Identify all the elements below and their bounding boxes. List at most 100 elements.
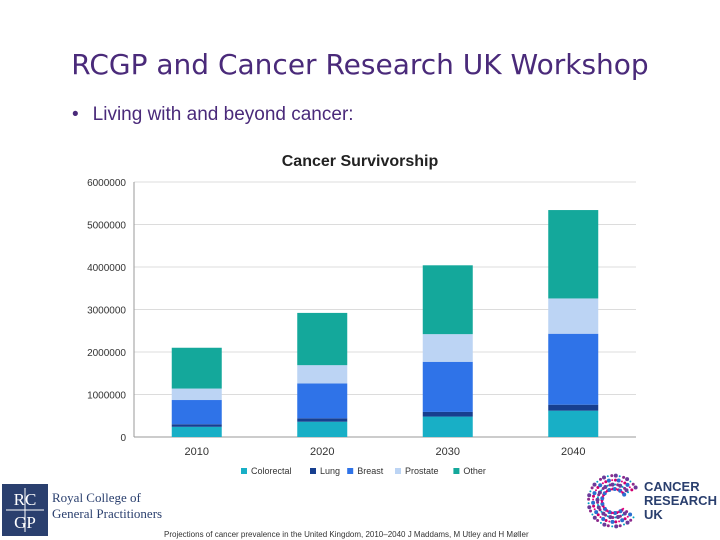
cruk-dot [592,498,595,501]
cruk-dot [599,516,602,519]
cruk-dot [606,478,611,483]
cruk-dot [623,481,627,485]
y-tick-label: 5000000 [87,221,126,232]
cruk-dot [604,519,608,522]
y-tick-label: 2000000 [87,348,126,359]
bar-segment [422,361,473,412]
rcgp-name-line2: General Practitioners [52,506,163,521]
bar-segment [422,411,473,417]
bar-segment [297,418,348,422]
chart-title: Cancer Survivorship [282,153,439,170]
cruk-dot [602,522,607,527]
bar-segment [297,365,348,384]
cruk-dot [628,486,631,489]
cruk-dot [614,516,617,519]
cruk-dot [618,524,622,528]
bar-segment [171,347,222,389]
y-tick-label: 1000000 [87,391,126,402]
legend-label: Lung [320,466,340,476]
cruk-line1: CANCER [644,479,700,494]
cruk-dot [587,502,590,505]
cruk-dot [618,520,621,523]
cruk-dot [611,525,614,528]
legend-label: Colorectal [251,466,292,476]
y-tick-label: 4000000 [87,263,126,274]
cruk-dot [595,497,600,502]
cruk-dot [632,516,635,519]
cruk-dot [621,514,624,516]
x-tick-label: 2030 [436,446,460,458]
cruk-dot [600,501,605,506]
cruk-dot [598,483,603,488]
bar-segment [171,424,222,427]
cruk-line3: UK [644,507,663,522]
slide-title: RCGP and Cancer Research UK Workshop [71,48,649,81]
cruk-dot [614,524,619,529]
cruk-dot [601,511,606,516]
cruk-dot [625,477,630,482]
cruk-dot [596,480,599,483]
cruk-dot [604,480,608,484]
cruk-dot [591,500,596,505]
cruk-dot [596,513,600,517]
cruk-dot [633,485,638,490]
bullet-icon: • [72,104,79,125]
bar-segment [422,265,473,335]
cruk-dot [625,520,630,525]
cruk-dot [629,518,633,522]
x-tick-label: 2040 [561,446,585,458]
cruk-dot [589,509,592,513]
cruk-dot [587,497,591,501]
legend-swatch [241,468,247,474]
y-tick-label: 0 [120,433,126,444]
cruk-dot [592,482,597,487]
cruk-dot [627,491,629,494]
cruk-dot [592,491,597,496]
cruk-dot [623,523,625,526]
legend-swatch [453,468,460,474]
cruk-dot [622,475,626,479]
cruk-dot [594,510,599,515]
bar-segment [548,410,599,437]
bar-segment [171,400,222,425]
cruk-dot [606,475,609,478]
cruk-dot [620,480,623,483]
cruk-dot [613,511,617,515]
cruk-dot [623,517,627,521]
cruk-dot [611,479,614,482]
bar-segment [297,383,348,419]
x-tick-label: 2020 [310,446,334,458]
bullet-point: • Living with and beyond cancer: [72,104,354,126]
cruk-dot [629,480,632,483]
cruk-dot [624,488,629,493]
cruk-dot [600,510,603,513]
cruk-dot [602,475,606,480]
cruk-dot [610,482,615,487]
bar-segment [297,421,348,437]
cruk-dot [626,515,629,518]
bar-segment [548,333,599,405]
cruk-dot [597,490,602,495]
cruk-dot [601,482,604,485]
cruk-dot [606,524,610,528]
cruk-dot [596,519,600,522]
cruk-dot [595,489,597,492]
cruk-dot [616,478,621,483]
cruk-dot [608,515,613,520]
cruk-dot [606,484,609,487]
cruk-dot [589,490,592,493]
rcgp-mark-bottom: GP [14,513,36,532]
bar-segment [548,210,599,299]
rcgp-logo: RC GP [2,484,48,536]
bar-segment [171,426,222,437]
legend-swatch [347,468,354,474]
bar-segment [171,388,222,401]
cruk-dot [614,483,617,486]
cruk-dot [593,508,596,511]
bullet-text: Living with and beyond cancer: [92,104,354,125]
cruk-dot [630,488,634,492]
cruk-dot [618,475,621,478]
cruk-dot [622,511,627,516]
legend-swatch [395,468,401,474]
